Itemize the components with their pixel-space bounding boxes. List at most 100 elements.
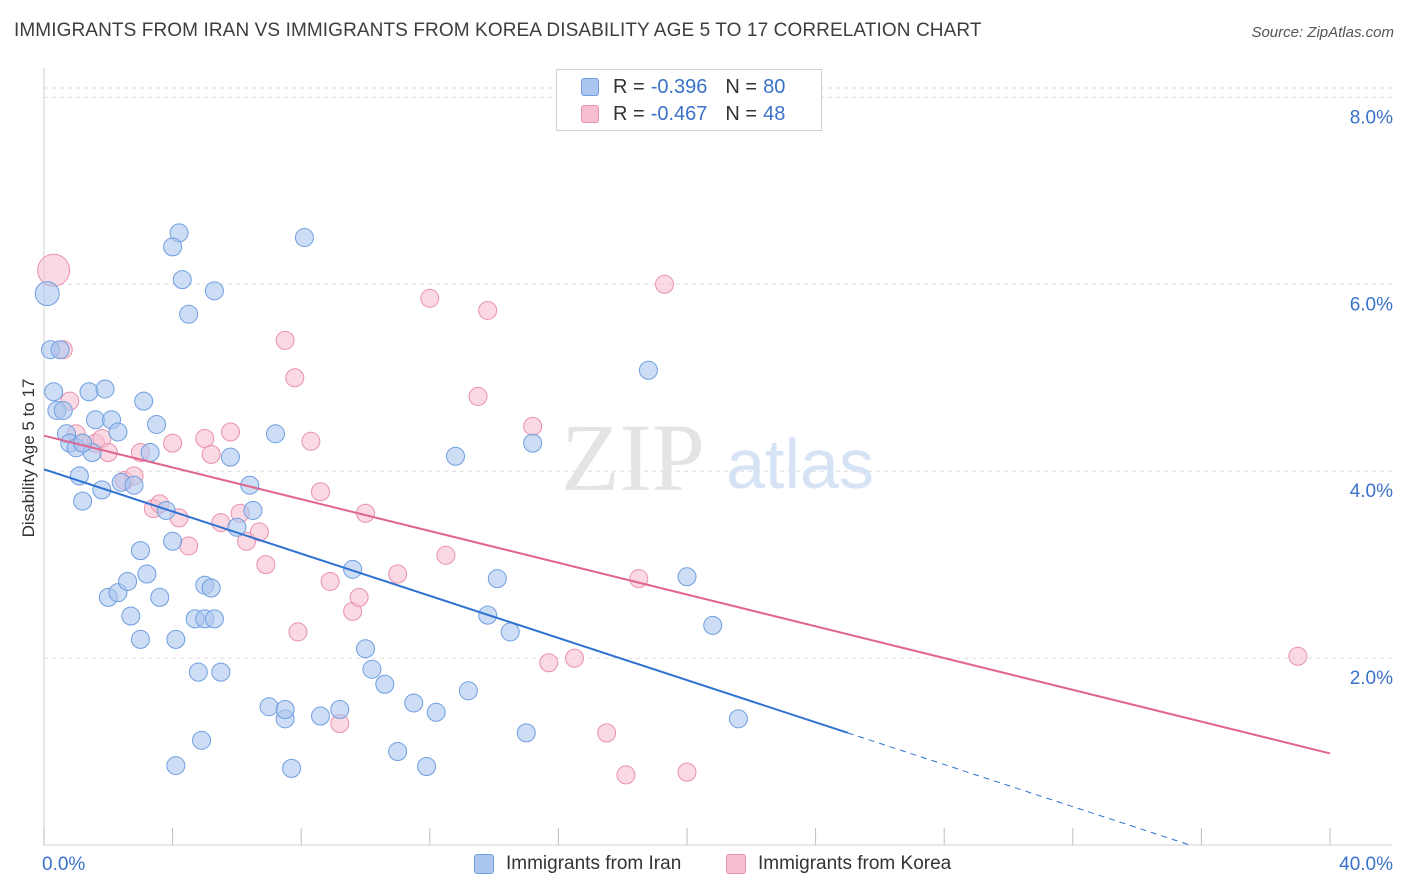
legend-item-iran[interactable]: Immigrants from Iran: [474, 851, 681, 877]
iran-trend-line: [43, 468, 849, 734]
iran-point: [150, 587, 170, 607]
iran-swatch: [581, 78, 599, 96]
iran-point: [85, 410, 105, 430]
watermark-zip: ZIP: [561, 404, 705, 511]
iran-point: [204, 281, 224, 301]
legend-iran-label: Immigrants from Iran: [506, 853, 682, 874]
iran-trend-extension: [847, 732, 1190, 846]
iran-point: [130, 541, 150, 561]
iran-point: [446, 446, 466, 466]
iran-point: [388, 742, 408, 762]
korea-point: [285, 368, 305, 388]
korea-point: [256, 555, 276, 575]
iran-point: [140, 443, 160, 462]
iran-point: [728, 709, 748, 729]
iran-point: [294, 228, 314, 248]
iran-point: [362, 659, 382, 679]
iran-point: [44, 382, 64, 402]
iran-point: [282, 758, 302, 778]
y-axis-label: Disability Age 5 to 17: [19, 379, 38, 538]
korea-point: [597, 723, 617, 743]
korea-point: [478, 300, 498, 320]
iran-point: [95, 379, 115, 399]
iran-point: [166, 629, 186, 649]
y-tick-label: 4.0%: [1350, 481, 1393, 502]
y-tick-label: 6.0%: [1350, 294, 1393, 315]
grid-lines: [44, 87, 1392, 659]
iran-point: [375, 674, 395, 694]
korea-point: [310, 482, 330, 502]
iran-point: [118, 571, 138, 591]
x-tick-label: 0.0%: [42, 854, 85, 875]
iran-point: [192, 730, 212, 750]
iran-point: [179, 304, 199, 324]
korea-point: [195, 428, 215, 448]
iran-point: [523, 433, 543, 453]
korea-point: [388, 564, 408, 584]
korea-point: [420, 288, 440, 308]
korea-point: [523, 416, 543, 436]
iran-point: [487, 569, 507, 589]
axes: [43, 68, 1392, 846]
iran-point: [73, 491, 93, 511]
iran-point: [458, 681, 478, 701]
korea-point: [320, 571, 340, 591]
iran-point: [156, 500, 176, 520]
iran-point: [500, 622, 520, 642]
korea-r-value: -0.467: [650, 102, 708, 125]
korea-point: [564, 648, 584, 668]
legend-korea-label: Immigrants from Korea: [758, 853, 952, 874]
korea-point: [220, 422, 240, 442]
trend-lines: [43, 434, 1331, 846]
iran-point: [121, 606, 141, 626]
watermark-atlas: atlas: [726, 425, 874, 503]
iran-point: [50, 340, 70, 360]
iran-point: [677, 567, 697, 587]
iran-point: [147, 414, 167, 434]
iran-point: [265, 424, 285, 444]
iran-point: [163, 531, 183, 551]
iran-n-label: N =: [725, 75, 758, 98]
iran-point: [703, 615, 723, 635]
iran-point: [172, 270, 192, 290]
korea-point: [1288, 646, 1308, 666]
iran-point: [243, 500, 263, 520]
iran-point: [204, 609, 224, 629]
x-tick-label: 40.0%: [1339, 854, 1393, 875]
iran-point: [356, 639, 375, 659]
korea-point: [288, 622, 308, 642]
iran-point: [124, 475, 144, 495]
iran-point: [310, 706, 330, 726]
iran-point: [92, 480, 112, 500]
korea-point: [468, 386, 488, 406]
korea-n-value: 48: [763, 102, 786, 125]
iran-point: [108, 422, 128, 442]
iran-point: [163, 237, 183, 257]
korea-point: [616, 765, 636, 785]
iran-point: [330, 699, 350, 719]
iran-point: [137, 564, 157, 584]
korea-point: [163, 433, 183, 453]
iran-point: [343, 559, 363, 579]
iran-point: [201, 578, 221, 598]
iran-r-value: -0.396: [650, 75, 708, 98]
legend-iran-swatch: [474, 854, 494, 874]
korea-point: [179, 536, 199, 556]
korea-point: [436, 545, 456, 565]
y-tick-label: 8.0%: [1350, 107, 1393, 128]
iran-point: [211, 662, 231, 682]
series-iran-points: [34, 223, 748, 778]
iran-point: [259, 697, 279, 717]
korea-point: [654, 274, 674, 294]
iran-point: [417, 757, 437, 776]
iran-point: [166, 756, 186, 776]
stats-legend-box: R = -0.396 N = 80 R = -0.467 N = 48: [556, 69, 822, 131]
korea-point: [677, 762, 697, 782]
iran-point: [638, 360, 658, 380]
iran-point: [53, 400, 73, 420]
chart-title: IMMIGRANTS FROM IRAN VS IMMIGRANTS FROM …: [14, 20, 982, 41]
source-label: Source: ZipAtlas.com: [1251, 24, 1394, 41]
series-korea-points: [37, 253, 1308, 785]
legend-item-korea[interactable]: Immigrants from Korea: [726, 851, 951, 877]
stats-row-korea: R = -0.467 N = 48: [581, 101, 785, 127]
